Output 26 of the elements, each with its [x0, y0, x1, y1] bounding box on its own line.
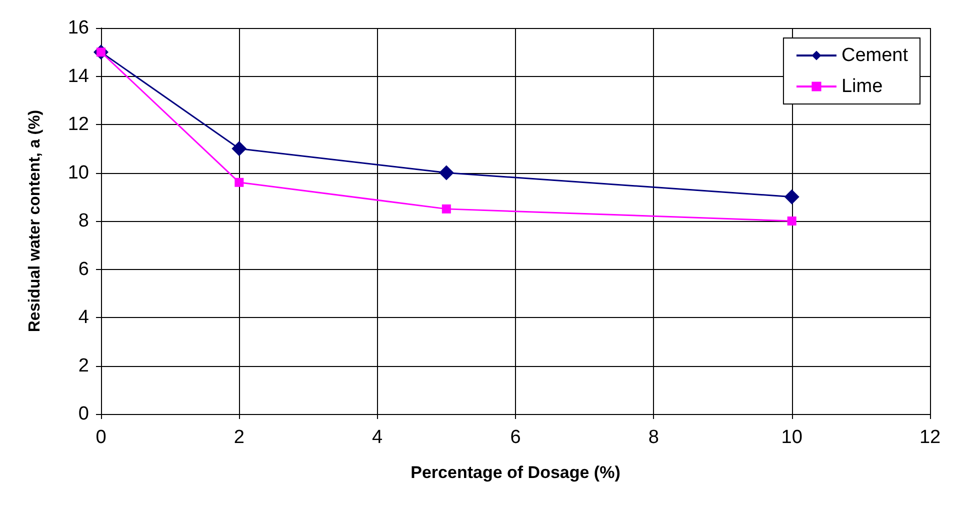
x-tick-label: 8: [648, 427, 659, 448]
y-tick-label: 10: [68, 162, 89, 184]
x-tick-label: 10: [781, 427, 802, 448]
x-tick-label: 6: [510, 427, 521, 448]
x-tick-label: 12: [919, 427, 941, 448]
legend-label: Lime: [841, 76, 883, 97]
point: [784, 189, 800, 204]
y-tick-label: 14: [68, 66, 90, 87]
legend-label: Cement: [841, 45, 909, 66]
y-tick-label: 2: [78, 355, 89, 376]
y-tick-label: 0: [78, 404, 89, 424]
x-tick-label: 2: [234, 427, 244, 448]
point: [234, 178, 244, 187]
x-tick-label: 0: [96, 427, 106, 448]
point: [438, 165, 454, 180]
point: [232, 141, 247, 156]
y-tick-label: 8: [78, 210, 89, 232]
y-tick-label: 6: [78, 258, 89, 280]
point: [787, 216, 796, 226]
y-tick-label: 4: [78, 307, 90, 328]
y-tick-label: 16: [68, 18, 89, 38]
point: [442, 204, 451, 214]
x-axis-title: Percentage of Dosage (%): [410, 463, 620, 482]
y-axis-title: Residual water content, a (%): [26, 110, 44, 332]
x-tick-label: 4: [372, 427, 384, 448]
y-tick-label: 12: [68, 114, 89, 135]
